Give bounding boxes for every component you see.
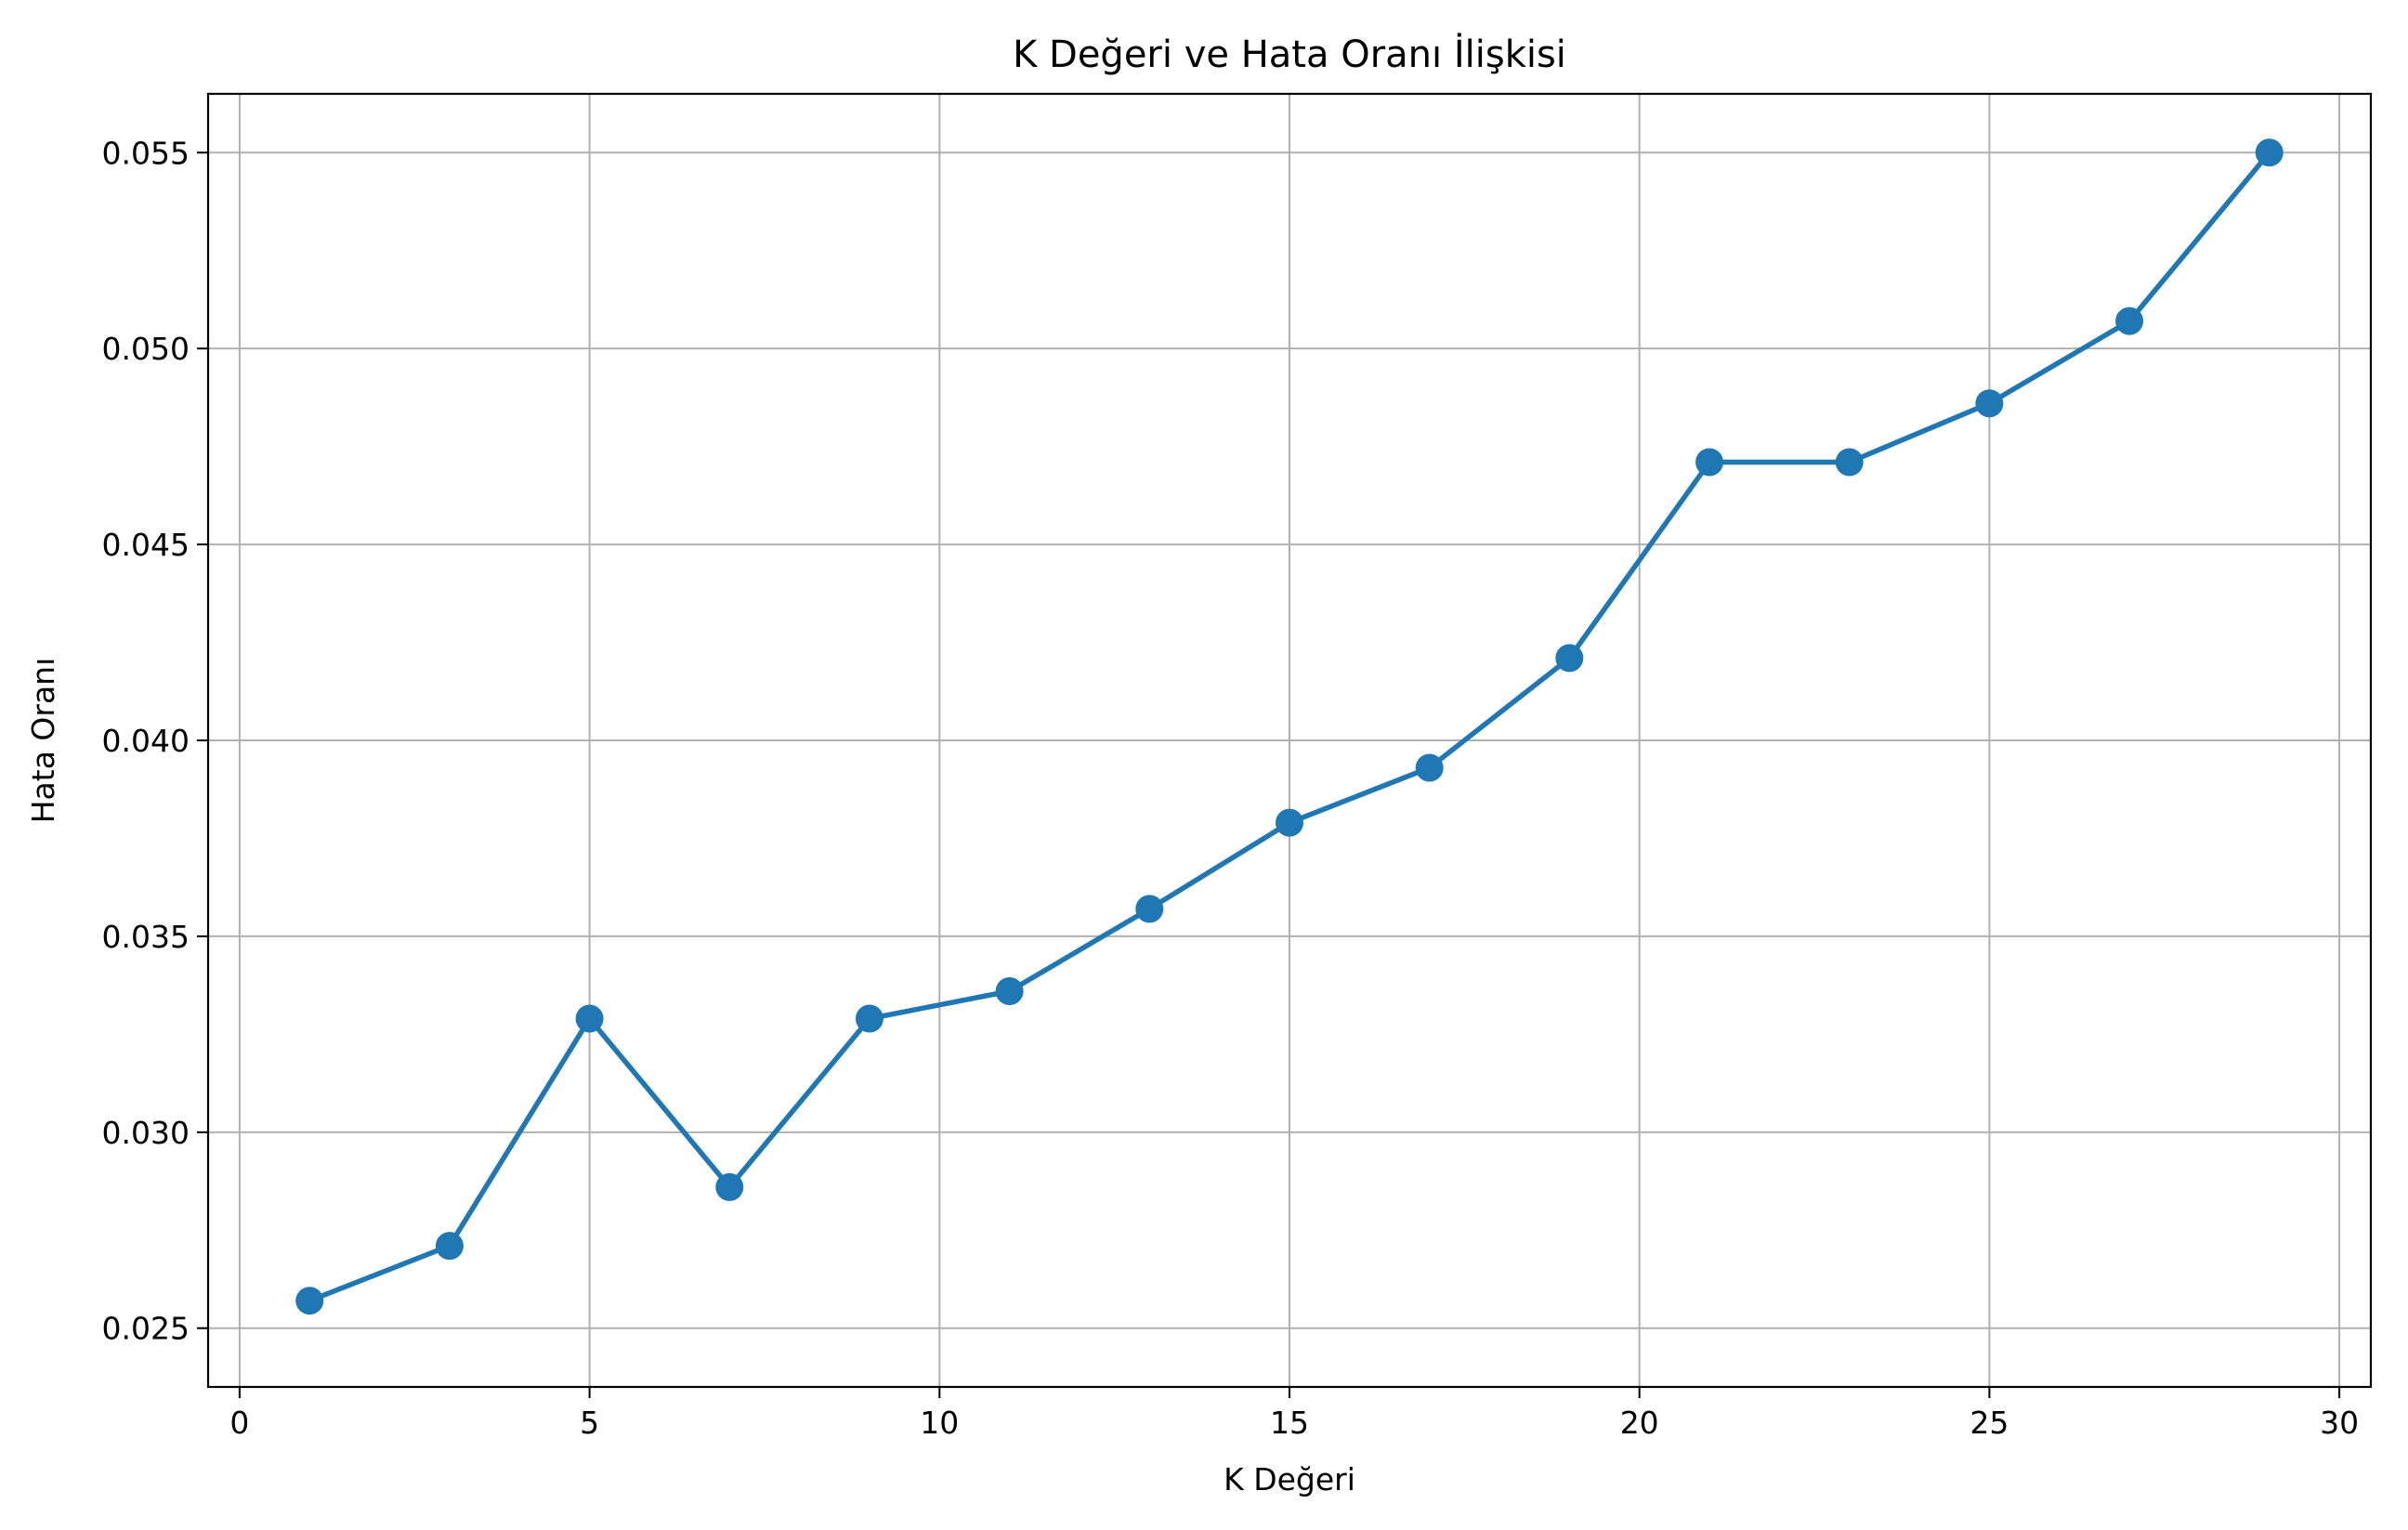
y-axis-label: Hata Oranı [25,658,61,824]
y-tick-label: 0.030 [102,1115,190,1151]
y-tick-label: 0.025 [102,1311,190,1347]
data-point [1415,753,1444,782]
series-layer [295,138,2284,1315]
x-tick-label: 10 [920,1405,959,1441]
chart-title: K Değeri ve Hata Oranı İlişkisi [1013,32,1566,76]
y-tick-label: 0.040 [102,723,190,759]
x-tick-label: 20 [1620,1405,1659,1441]
data-point [2115,307,2144,335]
data-point [995,976,1024,1005]
data-point [575,1004,604,1033]
x-tick-label: 0 [229,1405,249,1441]
x-tick-label: 30 [2320,1405,2359,1441]
data-point [1135,895,1164,923]
data-point [1695,448,1724,477]
x-tick-label: 15 [1270,1405,1309,1441]
data-point [1835,448,1864,477]
y-tick-label: 0.050 [102,331,190,367]
data-point [435,1232,464,1261]
y-tick-label: 0.035 [102,919,190,955]
y-tick-label: 0.045 [102,527,190,563]
data-point [715,1172,744,1201]
x-axis-label: K Değeri [1224,1461,1355,1497]
data-point [1975,389,2004,418]
x-tick-label: 25 [1970,1405,2009,1441]
data-point [295,1287,324,1315]
data-point [1276,808,1303,837]
data-point [855,1004,883,1033]
y-tick-label: 0.055 [102,135,190,171]
ticks: 0 5 10 15 20 25 30 0.025 0.030 0.035 0.040 0.045 0.0… [102,135,2360,1441]
x-tick-label: 5 [580,1405,599,1441]
data-point [2255,138,2284,167]
grid [208,94,2371,1387]
data-point [1555,644,1584,673]
